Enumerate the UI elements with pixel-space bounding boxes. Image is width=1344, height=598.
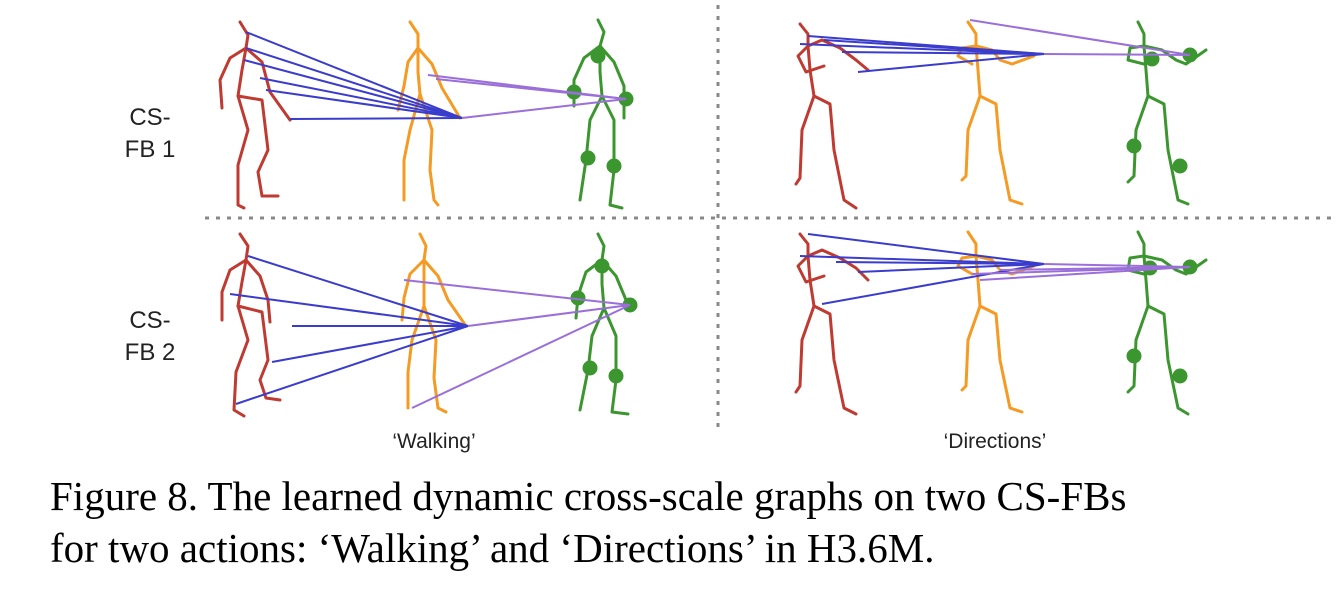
caption-line-1: Figure 8. The learned dynamic cross-scal… xyxy=(50,473,1127,519)
caption-line-2: for two actions: ‘Walking’ and ‘Directio… xyxy=(50,525,935,571)
orange-skeleton xyxy=(400,232,468,414)
row-label-1-line2: FB 1 xyxy=(125,136,176,163)
green-skeleton xyxy=(570,232,638,416)
orange-skeleton xyxy=(956,230,1036,414)
red-skeleton xyxy=(794,232,870,416)
panel-walking-fb1 xyxy=(218,18,634,210)
panel-directions-fb1 xyxy=(794,19,1208,210)
cross-scale-edges-blue xyxy=(243,31,463,120)
panel-directions-fb2 xyxy=(794,230,1208,416)
cross-scale-edges-purple xyxy=(403,279,631,409)
row-label-2-line1: CS- xyxy=(129,307,170,334)
row-label-1-line1: CS- xyxy=(129,104,170,131)
cross-scale-edges-purple xyxy=(971,263,1191,281)
cross-scale-edges-purple xyxy=(427,74,627,119)
row-label-2-line2: FB 2 xyxy=(125,339,176,366)
green-skeleton xyxy=(1126,20,1208,206)
cross-scale-edges-purple xyxy=(969,19,1191,56)
action-label-directions: ‘Directions’ xyxy=(944,430,1047,453)
green-skeleton xyxy=(1126,230,1208,416)
panel-walking-fb2 xyxy=(220,232,638,418)
cross-scale-edges-blue xyxy=(799,35,1045,73)
red-skeleton xyxy=(218,20,292,210)
cross-scale-edges-blue xyxy=(229,255,469,405)
action-label-walking: ‘Walking’ xyxy=(392,430,475,453)
red-skeleton xyxy=(220,232,282,418)
figure-caption: Figure 8. The learned dynamic cross-scal… xyxy=(50,470,1330,574)
green-skeleton xyxy=(566,18,634,210)
red-skeleton xyxy=(794,22,870,210)
figure-panel: CS- FB 1 CS- FB 2 ‘Walking’ ‘Directions’ xyxy=(125,5,1335,453)
